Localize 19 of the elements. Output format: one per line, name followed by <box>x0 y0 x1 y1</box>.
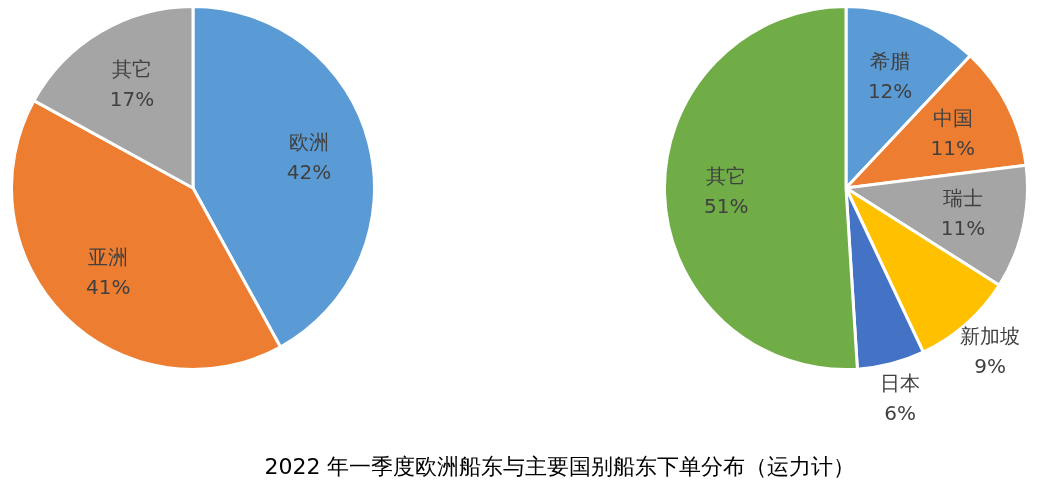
data-label: 9% <box>974 353 1006 378</box>
slice-label: 瑞士 <box>942 186 983 211</box>
slice-label: 欧洲 <box>289 130 330 155</box>
data-label: 11% <box>940 216 986 241</box>
data-label: 6% <box>884 401 917 426</box>
slice-label: 亚洲 <box>88 244 129 269</box>
slice-label: 希腊 <box>870 48 911 73</box>
data-label: 11% <box>930 135 975 160</box>
data-label: 51% <box>704 193 749 218</box>
slice-label: 其它 <box>112 57 153 82</box>
data-label: 17% <box>109 87 155 112</box>
data-label: 12% <box>867 78 913 103</box>
data-label: 42% <box>286 160 332 185</box>
data-label: 41% <box>86 274 131 299</box>
slice-label: 中国 <box>932 105 973 130</box>
text: 2022 年一季度欧洲船东与主要国别船东下单分布（运力计） <box>263 453 857 481</box>
slice-label: 其它 <box>706 163 747 188</box>
slice-label: 日本 <box>880 371 921 396</box>
slice-label: 新加坡 <box>960 323 1021 348</box>
